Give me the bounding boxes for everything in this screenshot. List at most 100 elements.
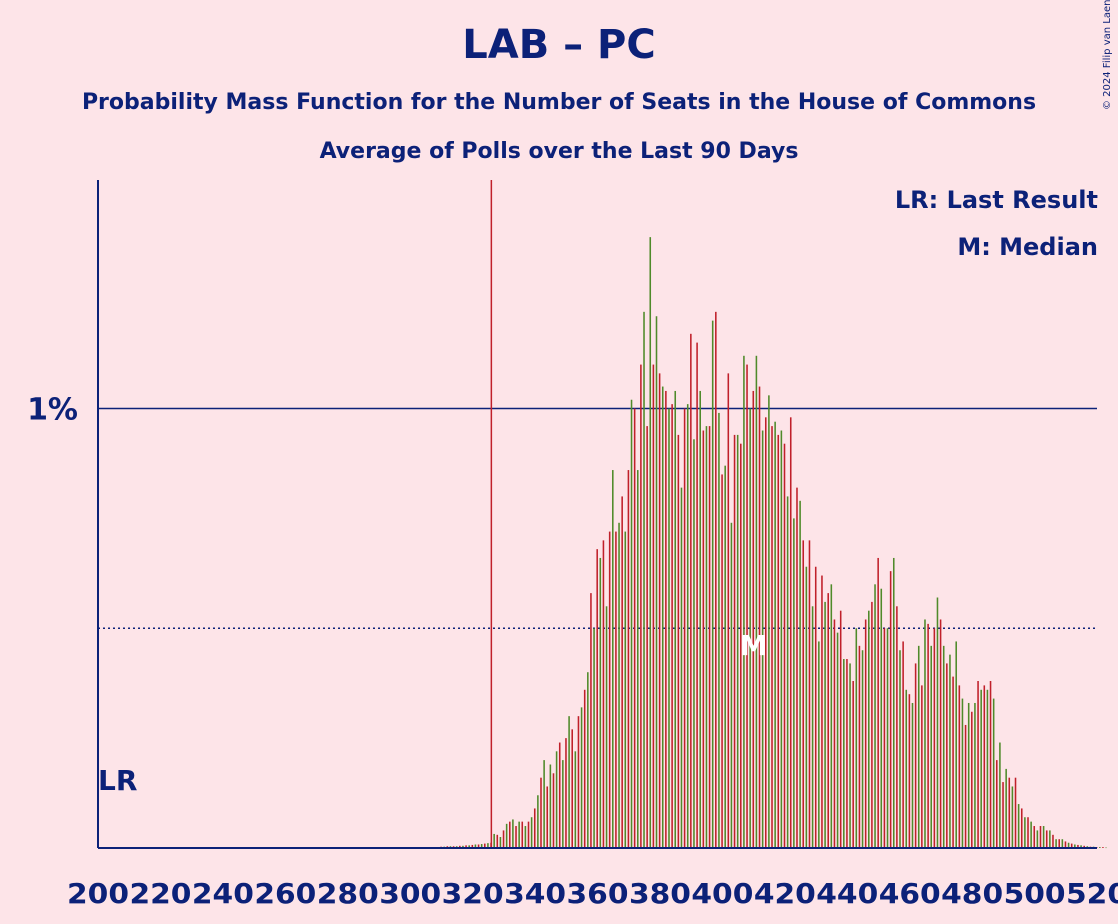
bar-seat-508 [1058, 839, 1061, 848]
x-tick-label-400: 400 [691, 877, 753, 910]
bar-seat-489 [999, 742, 1001, 848]
bar-seat-469 [936, 597, 939, 848]
bar-seat-427 [805, 566, 808, 848]
bar-seat-446 [864, 619, 867, 848]
bar-seat-412 [758, 386, 761, 848]
x-tick-label-260: 260 [254, 877, 316, 910]
y-tick-label: 1% [27, 393, 78, 428]
bar-seat-484 [983, 685, 986, 848]
bar-seat-438 [839, 610, 842, 848]
bar-seat-499 [1030, 821, 1032, 848]
x-tick-label-500: 500 [1004, 877, 1066, 910]
bar-seat-416 [771, 426, 773, 848]
bar-seat-460 [908, 694, 911, 848]
chart-title: LAB – PC [462, 22, 656, 68]
bar-seat-382 [665, 390, 667, 848]
bar-seat-462 [914, 663, 917, 848]
bar-seat-406 [740, 443, 742, 848]
bar-seat-423 [793, 518, 795, 848]
x-tick-label-220: 220 [129, 877, 191, 910]
bar-seat-392 [696, 342, 698, 848]
bar-seat-494 [1014, 777, 1017, 848]
bar-seat-337 [524, 826, 527, 848]
bar-seat-523 [1105, 847, 1107, 849]
bar-seat-391 [693, 439, 695, 848]
bar-seat-471 [942, 645, 945, 848]
bar-seat-495 [1017, 804, 1020, 848]
bar-seat-500 [1033, 826, 1036, 848]
bar-seat-346 [552, 773, 555, 848]
bar-seat-455 [892, 557, 895, 848]
bar-seat-428 [808, 540, 811, 848]
x-tick-label-240: 240 [192, 877, 254, 910]
bar-seat-331 [505, 823, 508, 848]
bar-seat-384 [671, 404, 673, 848]
bar-seat-344 [546, 786, 549, 848]
bar-seat-479 [967, 702, 970, 848]
bar-seat-356 [583, 689, 586, 848]
bar-seat-365 [612, 470, 614, 848]
x-tick-label-300: 300 [379, 877, 441, 910]
bar-seat-367 [618, 522, 620, 848]
bar-seat-453 [886, 628, 889, 848]
bar-seat-497 [1024, 817, 1026, 848]
bar-seat-511 [1067, 842, 1070, 848]
bar-seat-505 [1049, 830, 1051, 848]
bar-seat-480 [971, 711, 973, 848]
bar-seat-343 [543, 760, 545, 848]
bar-seat-334 [515, 826, 517, 848]
bar-seat-325 [487, 843, 489, 848]
bar-seat-351 [568, 716, 570, 848]
bar-seat-512 [1070, 843, 1073, 848]
bar-seat-506 [1052, 834, 1054, 848]
bar-seat-502 [1039, 826, 1042, 848]
bar-seat-507 [1055, 839, 1057, 848]
bar-seat-448 [871, 601, 873, 848]
bar-seat-357 [587, 672, 589, 848]
bar-seat-411 [755, 355, 758, 848]
x-tick-label-480: 480 [941, 877, 1003, 910]
x-tick-label-280: 280 [317, 877, 379, 910]
bar-seat-419 [780, 430, 783, 848]
bar-seat-324 [484, 843, 486, 848]
bar-seat-373 [636, 470, 639, 848]
bar-seat-381 [661, 386, 664, 848]
bar-seat-436 [833, 619, 836, 848]
bar-seat-327 [493, 833, 495, 848]
bar-seat-380 [658, 373, 661, 848]
bar-seat-399 [718, 412, 720, 848]
bar-seat-366 [615, 531, 617, 848]
bar-seat-415 [768, 395, 770, 848]
bar-seat-466 [927, 623, 929, 848]
bar-seat-437 [836, 632, 839, 848]
bar-seat-488 [996, 760, 998, 848]
bar-seat-486 [989, 681, 992, 848]
bar-seat-426 [802, 540, 805, 848]
bar-seat-403 [730, 522, 733, 848]
bar-seat-379 [655, 316, 658, 849]
bar-seat-435 [830, 584, 833, 848]
x-tick-label-320: 320 [442, 877, 504, 910]
bar-seat-458 [902, 641, 904, 848]
x-tick-label-360: 360 [567, 877, 629, 910]
bar-seat-449 [874, 584, 876, 848]
bar-seat-498 [1027, 817, 1029, 848]
bar-seat-414 [764, 417, 767, 848]
bar-seat-386 [677, 434, 680, 848]
bar-seat-483 [980, 689, 982, 848]
bar-seat-352 [571, 729, 573, 848]
bar-seat-459 [905, 689, 908, 848]
x-tick-label-440: 440 [816, 877, 878, 910]
bar-seat-363 [605, 606, 608, 848]
bar-seat-396 [708, 426, 711, 848]
bar-seat-409 [749, 408, 751, 848]
bar-seat-465 [924, 619, 926, 848]
bar-seat-400 [721, 474, 723, 848]
bar-seat-404 [733, 434, 736, 848]
bar-seat-402 [727, 373, 730, 848]
bar-seat-450 [877, 557, 879, 848]
chart-subtitle: Probability Mass Function for the Number… [81, 90, 1037, 115]
bar-seat-457 [899, 650, 901, 848]
median-marker: M [740, 629, 768, 662]
